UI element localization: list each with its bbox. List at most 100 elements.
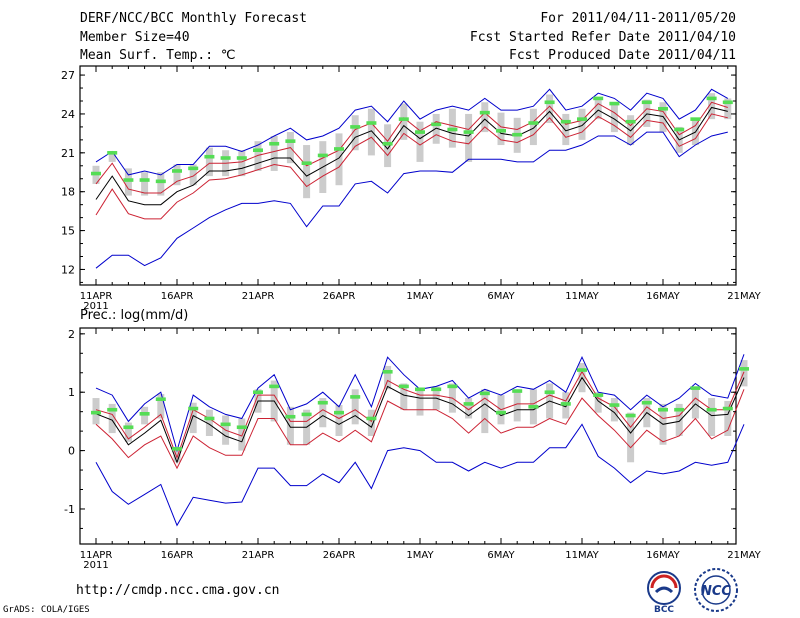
x-year-label: 2011 [83, 560, 108, 571]
ensemble-box [351, 389, 359, 425]
median-marker [658, 106, 668, 111]
median-marker [334, 147, 344, 151]
x-tick-label: 16MAY [646, 291, 680, 302]
ensemble-box [367, 108, 375, 156]
ensemble-box [157, 172, 165, 196]
upper-spread-line [95, 101, 728, 194]
median-marker [172, 447, 182, 451]
ensemble-box [189, 164, 197, 186]
ensemble-box [643, 99, 651, 127]
median-marker [690, 386, 701, 390]
ncc-logo: NCC [694, 568, 738, 612]
forecast-period: For 2011/04/11-2011/05/20 [540, 11, 736, 26]
x-tick-label: 16APR [161, 291, 194, 302]
median-marker [269, 141, 280, 146]
ensemble-box [691, 386, 699, 419]
ensemble-box [513, 389, 521, 422]
median-marker [123, 425, 134, 430]
ensemble-min-line [95, 131, 728, 269]
ensemble-box [286, 406, 294, 445]
median-marker [398, 117, 409, 121]
x-tick-label: 21APR [242, 291, 275, 302]
x-tick-label: 1MAY [406, 291, 434, 302]
x-tick-label: 21APR [242, 550, 275, 561]
median-marker [155, 397, 166, 402]
median-marker [91, 410, 101, 415]
median-marker [641, 400, 652, 405]
ensemble-box [481, 102, 489, 133]
median-marker [609, 403, 620, 407]
ensemble-box [594, 98, 602, 120]
upper-spread-line [95, 370, 745, 460]
forecast-produced-date: Fcst Produced Date 2011/04/11 [509, 48, 736, 63]
lower-spread-line [95, 113, 728, 220]
median-marker [317, 400, 328, 405]
median-marker [496, 410, 506, 415]
ncc-logo-ring [694, 568, 738, 612]
ensemble-box [173, 447, 181, 463]
median-marker [334, 410, 344, 415]
median-marker [301, 412, 312, 417]
median-marker [236, 156, 247, 160]
ensemble-box [108, 403, 116, 434]
ensemble-box [303, 145, 311, 199]
x-tick-label: 16MAY [646, 550, 680, 561]
ensemble-box [610, 398, 618, 422]
member-size-label: Member Size=40 [80, 30, 190, 45]
panel-title: Prec.: log(mm/d) [80, 308, 188, 323]
x-tick-label: 26APR [323, 291, 356, 302]
ensemble-box [141, 172, 149, 196]
median-marker [690, 117, 701, 121]
ensemble-box [481, 389, 489, 434]
median-marker [431, 387, 442, 392]
ensemble-box [205, 147, 213, 177]
median-marker [706, 407, 717, 412]
median-marker [674, 407, 685, 412]
median-marker [463, 130, 474, 134]
ensemble-box [238, 418, 246, 451]
median-marker [577, 117, 587, 121]
forecast-started-date: Fcst Started Refer Date 2011/04/10 [469, 30, 736, 45]
ensemble-box [497, 112, 505, 146]
ensemble-box [562, 113, 570, 146]
median-marker [398, 384, 409, 389]
median-marker [155, 179, 166, 184]
x-tick-label: 11MAY [565, 550, 599, 561]
x-tick-label: 26APR [323, 550, 356, 561]
median-marker [706, 96, 717, 101]
plot-frame [79, 65, 737, 286]
x-tick-label: 11APR [80, 291, 113, 302]
bcc-logo-text: BCC [654, 605, 674, 615]
ensemble-box [157, 393, 165, 419]
y-tick-label: 0 [68, 445, 75, 458]
x-year-label: 2011 [83, 301, 108, 312]
median-marker [204, 154, 215, 159]
median-marker [350, 125, 361, 129]
median-marker [447, 127, 458, 132]
ensemble-box [594, 392, 602, 413]
median-marker [544, 390, 555, 395]
median-marker [528, 121, 539, 125]
ensemble-box [270, 135, 278, 171]
ensemble-box [724, 400, 732, 436]
median-marker [350, 395, 361, 399]
median-marker [172, 169, 182, 173]
median-marker [188, 406, 199, 411]
median-marker [593, 96, 604, 101]
x-tick-label: 1MAY [406, 550, 434, 561]
y-tick-label: 18 [61, 186, 75, 199]
ensemble-box [546, 94, 554, 124]
median-marker [123, 178, 134, 182]
median-marker [285, 414, 296, 419]
x-tick-label: 11MAY [565, 291, 599, 302]
y-tick-label: 2 [68, 328, 75, 341]
ensemble-box [740, 360, 748, 387]
ensemble-box [238, 150, 246, 177]
median-marker [512, 389, 523, 393]
figure-title: DERF/NCC/BCC Monthly Forecast [80, 11, 307, 26]
ensemble-box [578, 108, 586, 140]
source-url[interactable]: http://cmdp.ncc.cma.gov.cn [76, 583, 280, 598]
median-marker [625, 119, 636, 124]
median-marker [285, 139, 296, 143]
ensemble-box [335, 405, 343, 436]
